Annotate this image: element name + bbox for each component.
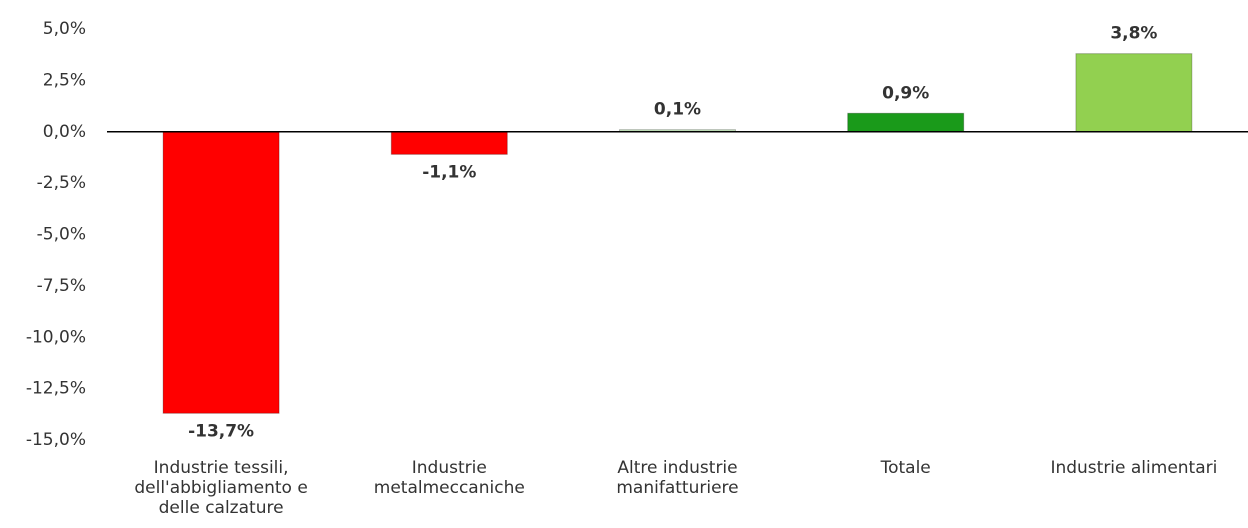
bar <box>162 131 280 414</box>
y-tick-label: -5,0% <box>37 225 86 245</box>
y-tick-label: 5,0% <box>43 19 86 39</box>
x-tick-label: Industrie alimentari <box>1050 458 1218 478</box>
bar <box>847 112 965 133</box>
x-tick-label: Altre industrie manifatturiere <box>616 458 739 498</box>
x-tick-label: Industrie tessili, dell'abbigliamento e … <box>134 458 308 518</box>
value-label: -1,1% <box>422 162 476 182</box>
y-tick-label: -15,0% <box>26 430 86 450</box>
y-tick-label: -2,5% <box>37 173 86 193</box>
value-label: 3,8% <box>1110 24 1157 44</box>
bar <box>390 131 508 155</box>
value-label: -13,7% <box>188 421 254 441</box>
y-tick-label: -10,0% <box>26 327 86 347</box>
y-tick-label: 2,5% <box>43 70 86 90</box>
bar <box>1075 53 1193 133</box>
y-tick-label: -7,5% <box>37 276 86 296</box>
y-tick-label: 0,0% <box>43 122 86 142</box>
value-label: 0,1% <box>654 100 701 120</box>
y-tick-label: -12,5% <box>26 379 86 399</box>
value-label: 0,9% <box>882 83 929 103</box>
x-tick-label: Industrie metalmeccaniche <box>373 458 525 498</box>
x-tick-label: Totale <box>880 458 931 478</box>
